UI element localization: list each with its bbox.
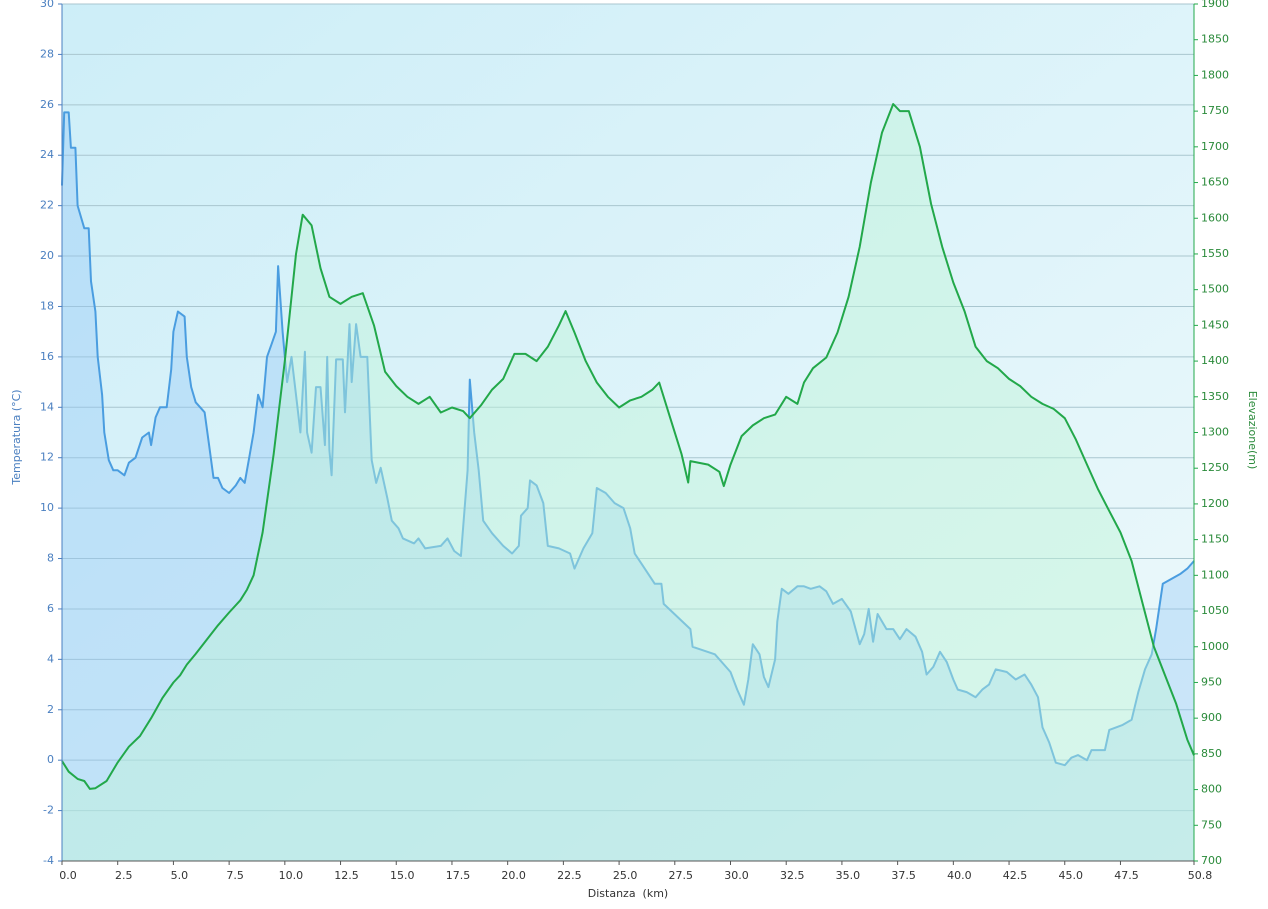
y-tick-label: 30 (40, 0, 54, 10)
plot-background (62, 4, 1194, 861)
y2-tick-label: 750 (1201, 818, 1222, 831)
x-axis-title: Distanza (km) (588, 887, 668, 900)
y2-tick-label: 1000 (1201, 640, 1229, 653)
area (62, 104, 1194, 861)
y2-tick-label: 1800 (1201, 68, 1229, 81)
y2-tick-label: 1900 (1201, 0, 1229, 10)
y2-tick-label: 1150 (1201, 533, 1229, 546)
line (61, 111, 1195, 767)
x-tick-label: 45.0 (1059, 869, 1084, 882)
y-tick-label: 6 (47, 602, 54, 615)
x-tick-label: 10.0 (279, 869, 304, 882)
y2-tick-label: 1500 (1201, 283, 1229, 296)
x-tick-label: 22.5 (557, 869, 582, 882)
y2-tick-label: 1700 (1201, 140, 1229, 153)
y2-tick-label: 850 (1201, 747, 1222, 760)
y2-tick-label: 1350 (1201, 390, 1229, 403)
y-axis-title: Temperatura (°C) (10, 389, 23, 485)
y2-tick-label: 800 (1201, 783, 1222, 796)
x-tick-label: 17.5 (446, 869, 471, 882)
y2-tick-label: 900 (1201, 711, 1222, 724)
x-tick-label: 27.5 (669, 869, 694, 882)
y2-tick-label: 1600 (1201, 211, 1229, 224)
x-tick-label: 37.5 (891, 869, 916, 882)
x-tick-label: 50.8 (1188, 869, 1213, 882)
x-tick-label: 5.0 (171, 869, 189, 882)
y-tick-label: 24 (40, 148, 54, 161)
y-tick-label: 22 (40, 199, 54, 212)
y-tick-label: -2 (43, 804, 54, 817)
x-tick-label: 15.0 (390, 869, 415, 882)
y-tick-label: 20 (40, 249, 54, 262)
y2-tick-label: 1550 (1201, 247, 1229, 260)
y2-tick-label: 700 (1201, 854, 1222, 867)
x-tick-label: 40.0 (947, 869, 972, 882)
y2-tick-label: 1100 (1201, 568, 1229, 581)
y-tick-label: 18 (40, 299, 54, 312)
y2-tick-label: 1650 (1201, 176, 1229, 189)
y2-tick-label: 1400 (1201, 354, 1229, 367)
x-tick-label: 47.5 (1114, 869, 1139, 882)
y2-tick-label: 1450 (1201, 318, 1229, 331)
y2-tick-label: 1750 (1201, 104, 1229, 117)
y-tick-label: 8 (47, 552, 54, 565)
y2-tick-label: 1050 (1201, 604, 1229, 617)
y2-tick-label: 950 (1201, 675, 1222, 688)
y-tick-label: 16 (40, 350, 54, 363)
y-tick-label: 12 (40, 451, 54, 464)
y-tick-label: 26 (40, 98, 54, 111)
y-tick-label: 4 (47, 652, 54, 665)
line (61, 103, 1195, 790)
y2-tick-label: 1250 (1201, 461, 1229, 474)
x-tick-label: 20.0 (501, 869, 526, 882)
x-tick-label: 2.5 (115, 869, 133, 882)
y2-axis-title: Elevazione(m) (1246, 391, 1259, 470)
y-tick-label: 10 (40, 501, 54, 514)
x-tick-label: 42.5 (1003, 869, 1028, 882)
x-tick-label: 32.5 (780, 869, 805, 882)
y-tick-label: 28 (40, 47, 54, 60)
y-tick-label: 0 (47, 753, 54, 766)
x-tick-label: 12.5 (334, 869, 359, 882)
x-tick-label: 30.0 (724, 869, 749, 882)
y-tick-label: -4 (43, 854, 54, 867)
y2-tick-label: 1300 (1201, 426, 1229, 439)
y-tick-label: 2 (47, 703, 54, 716)
x-tick-label: 35.0 (836, 869, 861, 882)
y-tick-label: 14 (40, 400, 54, 413)
y2-tick-label: 1200 (1201, 497, 1229, 510)
area (62, 112, 1194, 861)
x-tick-label: 25.0 (613, 869, 638, 882)
x-tick-label: 0.0 (59, 869, 77, 882)
y2-tick-label: 1850 (1201, 33, 1229, 46)
x-tick-label: 7.5 (226, 869, 244, 882)
